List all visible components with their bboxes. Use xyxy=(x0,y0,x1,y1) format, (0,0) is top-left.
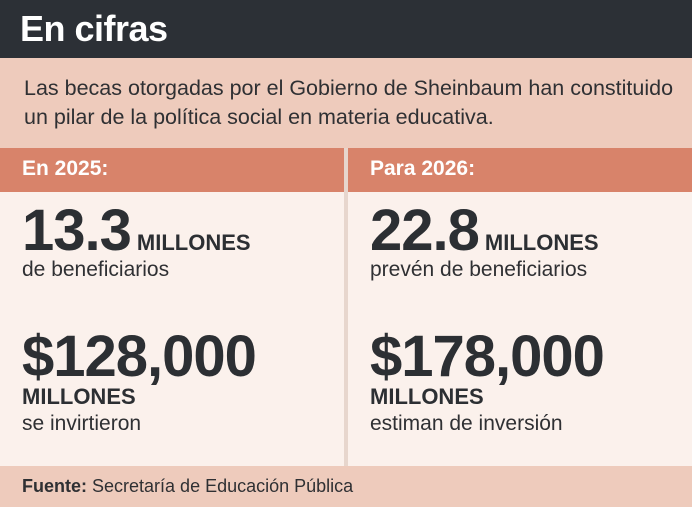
page-title: En cifras xyxy=(20,6,168,52)
column-2025: En 2025: 13.3 MILLONES de beneficiarios $… xyxy=(0,148,344,466)
beneficiaries-unit: MILLONES xyxy=(485,230,599,255)
column-heading-bar: En 2025: xyxy=(0,148,344,192)
intro-panel: Las becas otorgadas por el Gobierno de S… xyxy=(0,58,692,148)
column-heading: En 2025: xyxy=(22,157,108,181)
column-heading-bar: Para 2026: xyxy=(348,148,692,192)
title-bar: En cifras xyxy=(0,0,692,58)
investment-value: $178,000 xyxy=(370,326,604,388)
beneficiaries-label: prevén de beneficiarios xyxy=(370,258,599,282)
source-label: Fuente: xyxy=(22,476,87,496)
investment-value: $128,000 xyxy=(22,326,256,388)
column-2026: Para 2026: 22.8 MILLONES prevén de benefi… xyxy=(348,148,692,466)
beneficiaries-value: 22.8 xyxy=(370,198,479,263)
investment-label: se invirtieron xyxy=(22,412,256,436)
beneficiaries-unit: MILLONES xyxy=(137,230,251,255)
intro-text: Las becas otorgadas por el Gobierno de S… xyxy=(24,74,674,132)
source-text: Secretaría de Educación Pública xyxy=(92,476,353,496)
source-footer: Fuente: Secretaría de Educación Pública xyxy=(0,466,692,507)
column-body: 22.8 MILLONES prevén de beneficiarios $17… xyxy=(348,192,692,466)
investment-stat: $128,000 MILLONES se invirtieron xyxy=(22,326,256,436)
beneficiaries-stat: 13.3 MILLONES de beneficiarios xyxy=(22,200,251,282)
column-body: 13.3 MILLONES de beneficiarios $128,000 M… xyxy=(0,192,344,466)
investment-stat: $178,000 MILLONES estiman de inversión xyxy=(370,326,604,436)
investment-label: estiman de inversión xyxy=(370,412,604,436)
beneficiaries-stat: 22.8 MILLONES prevén de beneficiarios xyxy=(370,200,599,282)
beneficiaries-value: 13.3 xyxy=(22,198,131,263)
column-heading: Para 2026: xyxy=(370,157,475,181)
source-line: Fuente: Secretaría de Educación Pública xyxy=(22,476,353,497)
